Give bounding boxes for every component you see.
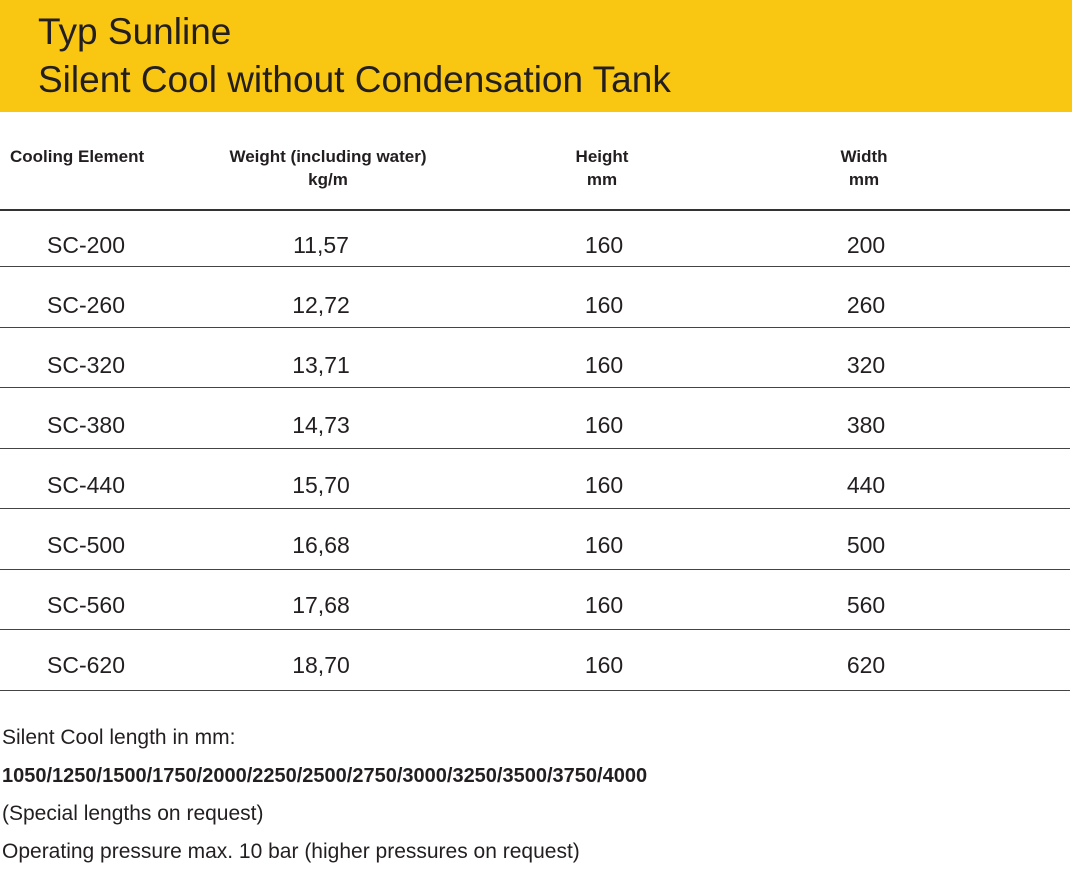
- table-cell: SC-440: [47, 472, 125, 498]
- table-cell: 160: [584, 232, 624, 258]
- table-cell: 500: [846, 532, 886, 558]
- row-rule: [0, 689, 1070, 691]
- row-rule: [0, 568, 1070, 570]
- table-cell: 260: [846, 292, 886, 318]
- table-cell: 11,57: [293, 232, 349, 258]
- table-cell: SC-380: [47, 412, 125, 438]
- row-rule: [0, 326, 1070, 328]
- table-cell: 13,71: [292, 352, 350, 378]
- title-line: Silent Cool without Condensation Tank: [38, 59, 671, 100]
- column-header: mm: [586, 170, 618, 189]
- table-cell: SC-200: [47, 232, 125, 258]
- table-cell: SC-500: [47, 532, 125, 558]
- row-rule: [0, 447, 1070, 449]
- row-rule: [0, 629, 1070, 630]
- table-cell: SC-560: [47, 592, 125, 618]
- table-cell: 14,73: [292, 412, 350, 438]
- table-cell: 12,72: [292, 292, 350, 318]
- table-cell: 16,68: [292, 532, 350, 558]
- column-header: Weight (including water): [229, 147, 427, 166]
- table-cell: SC-620: [47, 652, 125, 678]
- table-cell: 620: [846, 652, 886, 678]
- note: (Special lengths on request): [2, 802, 264, 825]
- table-cell: 17,68: [292, 592, 350, 618]
- note: Operating pressure max. 10 bar (higher p…: [2, 840, 580, 863]
- row-rule: [0, 508, 1070, 509]
- table-cell: 160: [584, 292, 624, 318]
- table-cell: 320: [846, 352, 886, 378]
- column-header: Cooling Element: [10, 147, 145, 166]
- lengths: 1050/1250/1500/1750/2000/2250/2500/2750/…: [2, 765, 648, 787]
- column-header: kg/m: [308, 170, 348, 189]
- header-rule: [0, 209, 1070, 211]
- table-cell: 160: [584, 592, 624, 618]
- table-cell: 160: [584, 472, 624, 498]
- table-cell: 200: [846, 232, 886, 258]
- table-cell: 560: [846, 592, 886, 618]
- table-cell: 18,70: [292, 652, 350, 678]
- table-cell: 440: [846, 472, 886, 498]
- table-cell: 160: [584, 352, 624, 378]
- table-cell: 160: [584, 412, 624, 438]
- table-cell: 160: [584, 652, 624, 678]
- note: Silent Cool length in mm:: [2, 726, 236, 749]
- table-cell: SC-320: [47, 352, 125, 378]
- header-band: [0, 0, 1072, 112]
- title-line: Typ Sunline: [38, 11, 232, 52]
- table-cell: 380: [846, 412, 886, 438]
- table-cell: SC-260: [47, 292, 125, 318]
- table-cell: 15,70: [292, 472, 350, 498]
- row-rule: [0, 387, 1070, 388]
- row-rule: [0, 266, 1070, 267]
- table-cell: 160: [584, 532, 624, 558]
- column-header: mm: [848, 170, 880, 189]
- column-header: Width: [840, 147, 888, 166]
- column-header: Height: [575, 147, 629, 166]
